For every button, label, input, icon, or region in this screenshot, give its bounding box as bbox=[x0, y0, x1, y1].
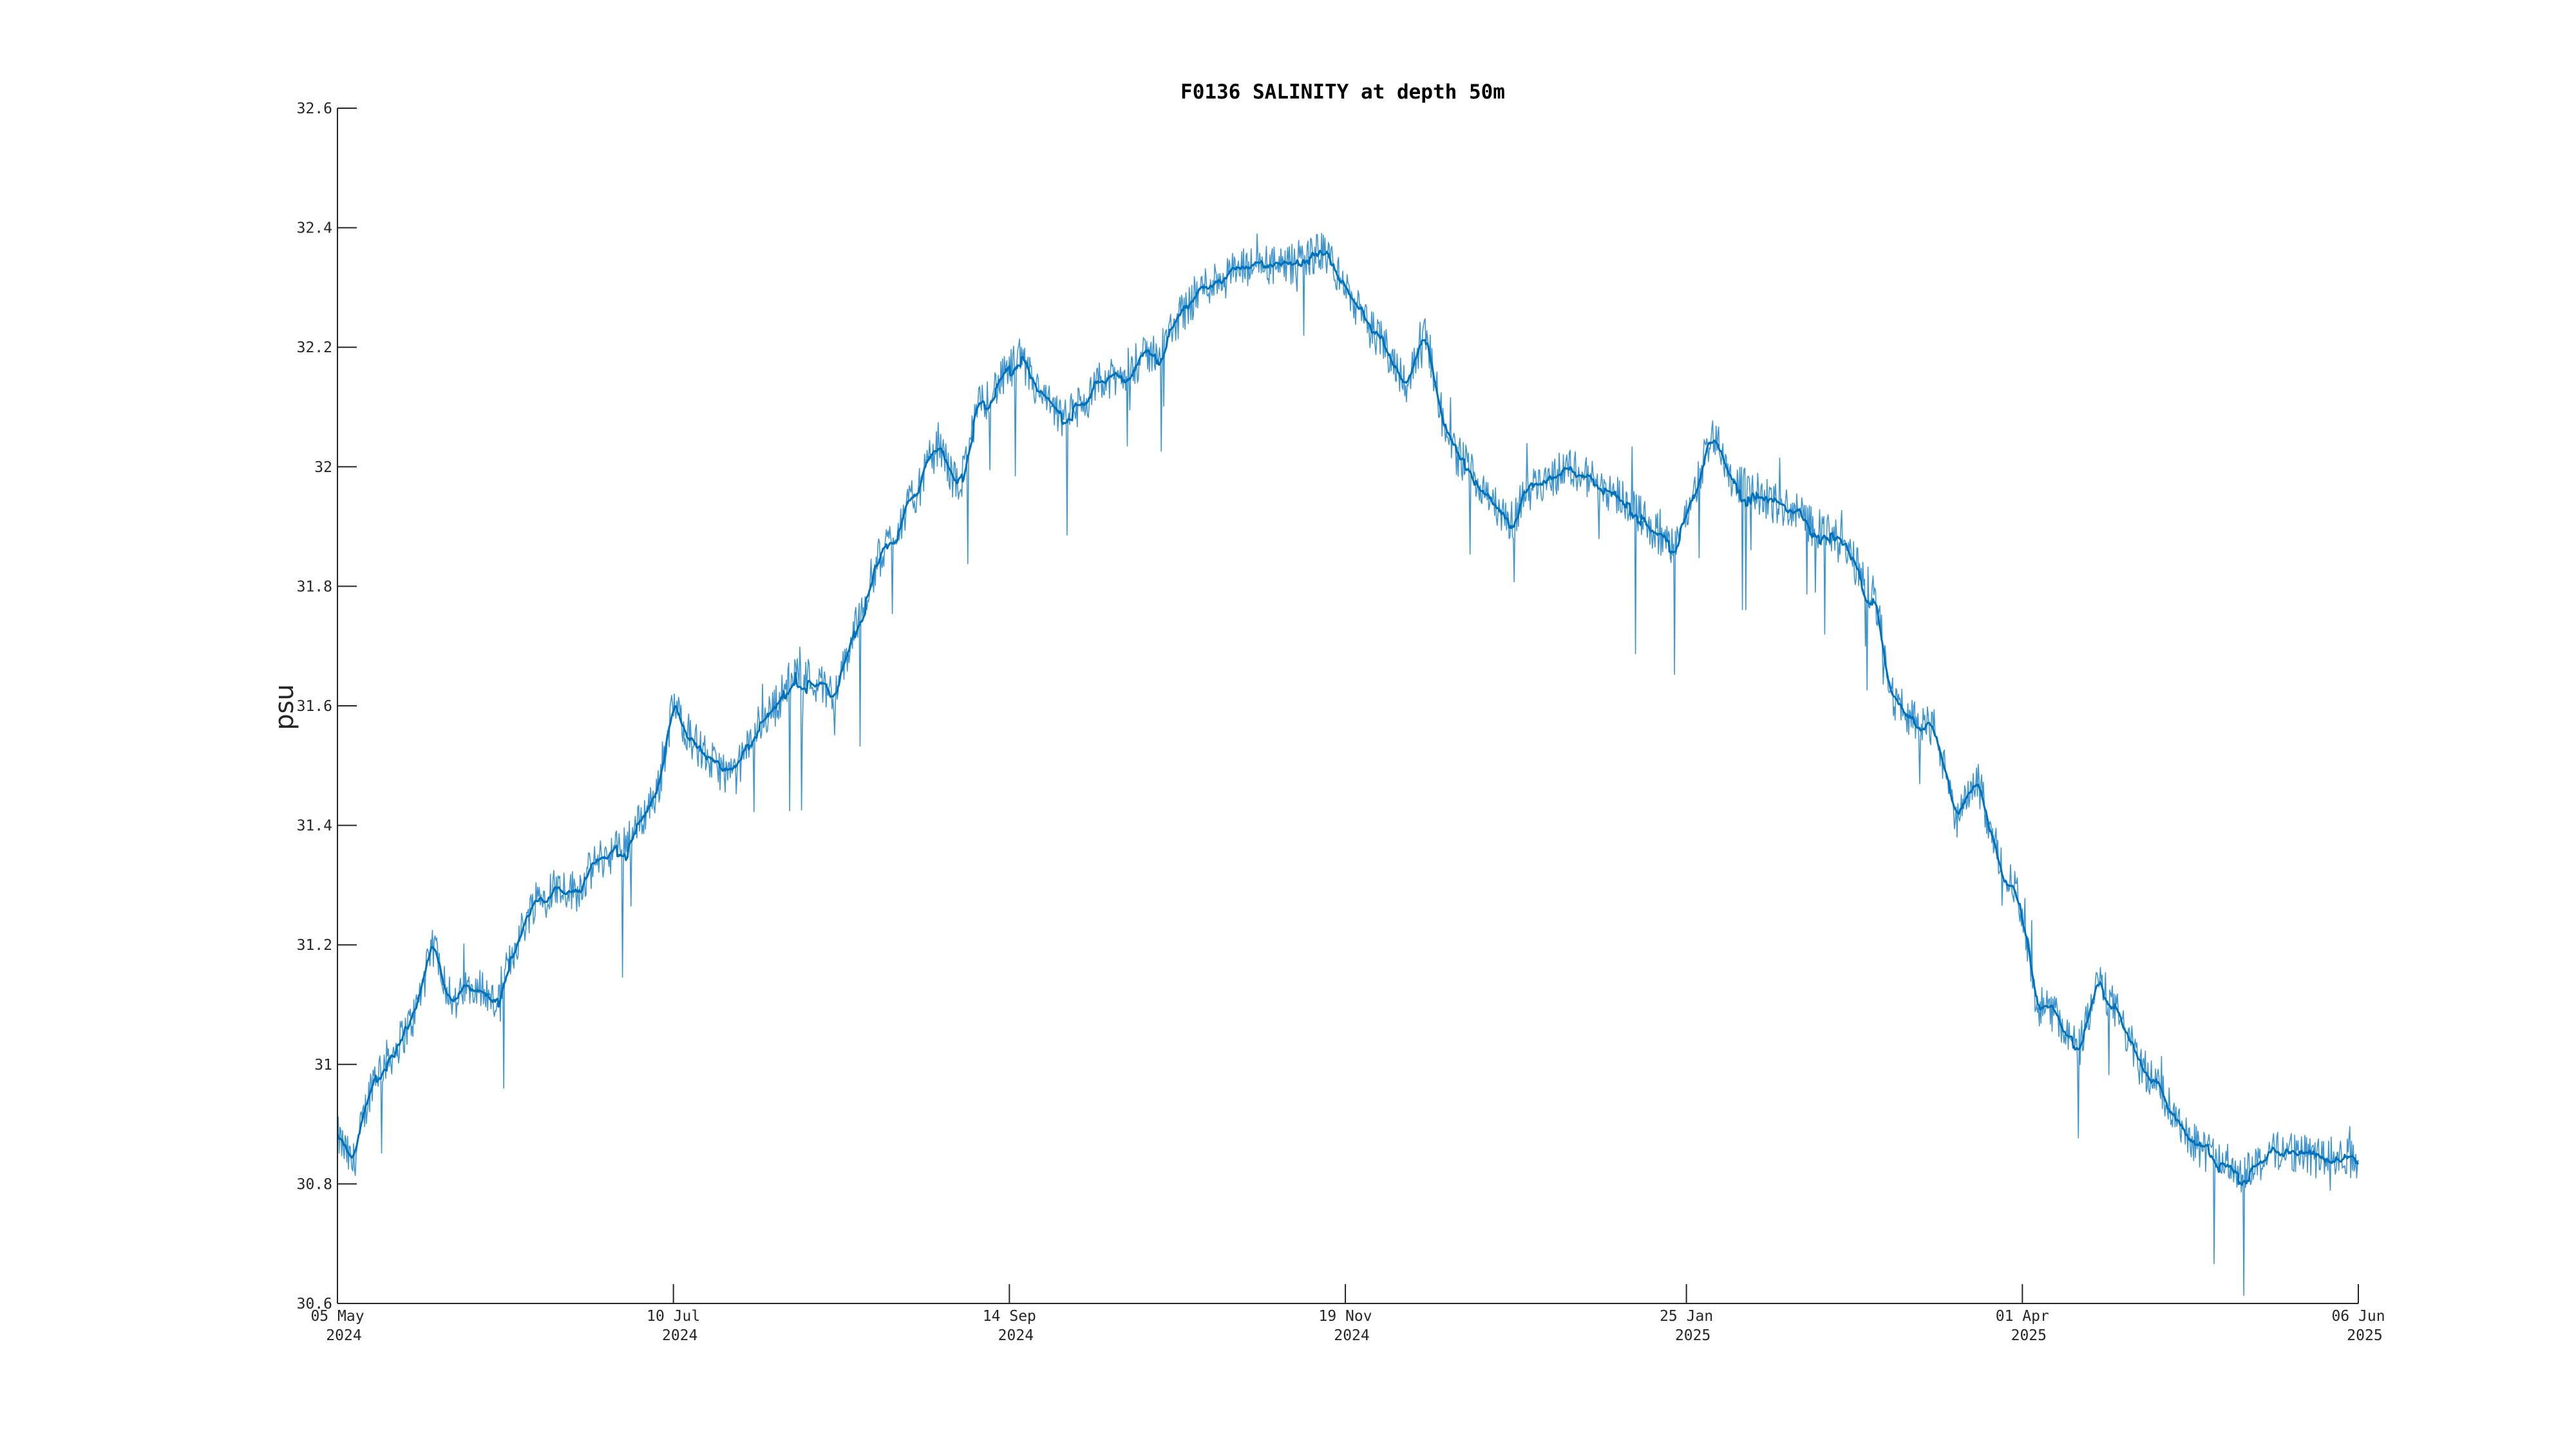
y-tick-label: 31.8 bbox=[297, 578, 332, 595]
x-tick-label-date: 19 Nov bbox=[1319, 1308, 1372, 1325]
y-tick-label: 31 bbox=[314, 1057, 332, 1074]
x-tick-label-date: 14 Sep bbox=[983, 1308, 1036, 1325]
y-axis-label: psu bbox=[270, 684, 299, 730]
y-tick-label: 30.6 bbox=[297, 1296, 332, 1312]
x-tick-label-year: 2025 bbox=[2011, 1327, 2047, 1344]
y-tick-label: 32.4 bbox=[297, 220, 332, 237]
y-tick-label: 30.8 bbox=[297, 1176, 332, 1193]
x-tick-label-year: 2024 bbox=[662, 1327, 697, 1344]
y-tick-label: 32.6 bbox=[297, 100, 332, 117]
x-tick-label-date: 06 Jun bbox=[2331, 1308, 2385, 1325]
y-tick-label: 31.2 bbox=[297, 937, 332, 954]
y-tick-label: 32 bbox=[314, 459, 332, 476]
chart-title: F0136 SALINITY at depth 50m bbox=[1180, 80, 1505, 104]
x-axis-ticks: 05 May 2024 10 Jul 2024 14 Sep 2024 19 Nov 2024… bbox=[310, 1284, 2385, 1344]
salinity-series-noise bbox=[337, 232, 2359, 1296]
x-tick-label-year: 2025 bbox=[1675, 1327, 1710, 1344]
x-tick-label-date: 01 Apr bbox=[1996, 1308, 2049, 1325]
y-axis-ticks: 30.6 30.8 31 31.2 31.4 31.6 31.8 32 32.2 32.4 32.6 bbox=[297, 100, 357, 1312]
y-tick-label: 31.6 bbox=[297, 698, 332, 715]
x-tick-label-year: 2024 bbox=[326, 1327, 361, 1344]
series-area bbox=[336, 232, 2360, 1296]
x-tick-label-year: 2025 bbox=[2347, 1327, 2382, 1344]
x-tick-label-year: 2024 bbox=[1334, 1327, 1369, 1344]
y-tick-label: 32.2 bbox=[297, 339, 332, 356]
x-tick-label-year: 2024 bbox=[998, 1327, 1034, 1344]
salinity-series-line bbox=[336, 249, 2360, 1186]
x-tick-label-date: 05 May bbox=[310, 1308, 364, 1325]
x-tick-label-date: 25 Jan bbox=[1660, 1308, 1713, 1325]
y-tick-label: 31.4 bbox=[297, 818, 332, 835]
x-tick-label-date: 10 Jul bbox=[647, 1308, 700, 1325]
